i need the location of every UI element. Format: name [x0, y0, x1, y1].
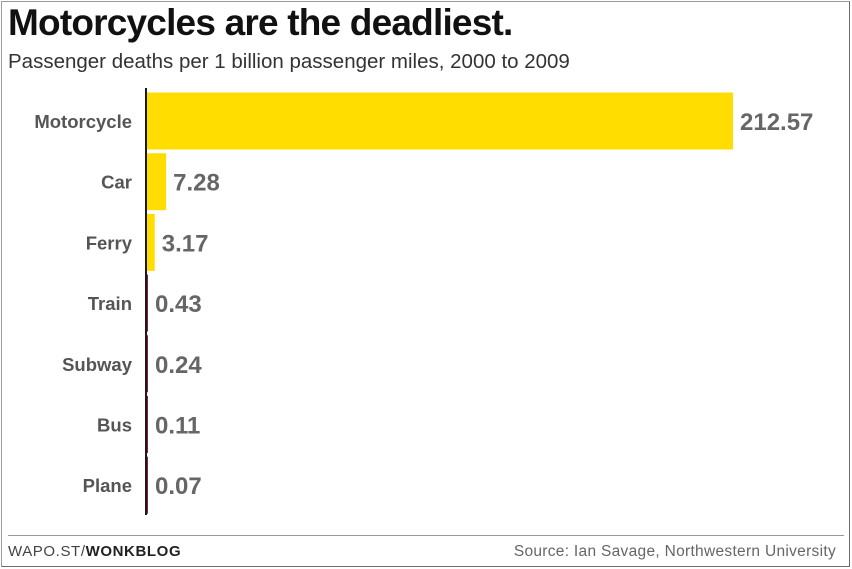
value-label-ferry: 3.17 — [162, 230, 209, 257]
category-label-subway: Subway — [62, 354, 133, 375]
bar-ferry — [146, 213, 155, 271]
value-label-plane: 0.07 — [155, 473, 202, 500]
value-label-motorcycle: 212.57 — [740, 109, 813, 136]
category-label-bus: Bus — [97, 415, 132, 436]
footer-brand-prefix: WAPO.ST/ — [8, 543, 86, 560]
value-labels: 212.57 7.28 3.17 0.43 0.24 0.11 0.07 — [155, 109, 813, 500]
value-label-car: 7.28 — [173, 170, 220, 197]
bar-car — [146, 153, 167, 211]
bar-chart: Motorcycle Car Ferry Train Subway Bus Plane 21… — [34, 88, 813, 515]
bars-group — [146, 92, 733, 514]
footer-divider — [8, 535, 844, 536]
bar-motorcycle — [146, 92, 733, 150]
category-labels: Motorcycle Car Ferry Train Subway Bus Plane — [34, 111, 132, 496]
footer-brand-name: WONKBLOG — [85, 543, 182, 560]
category-label-car: Car — [101, 172, 132, 193]
category-label-plane: Plane — [83, 475, 132, 496]
category-label-ferry: Ferry — [86, 232, 133, 253]
footer-source: Source: Ian Savage, Northwestern Univers… — [513, 543, 836, 560]
category-label-motorcycle: Motorcycle — [34, 111, 132, 132]
value-label-bus: 0.11 — [155, 413, 200, 440]
value-label-subway: 0.24 — [155, 352, 202, 379]
footer-brand: WAPO.ST/WONKBLOG — [8, 543, 181, 560]
chart-subtitle: Passenger deaths per 1 billion passenger… — [8, 50, 570, 73]
value-label-train: 0.43 — [155, 291, 202, 318]
chart-title: Motorcycles are the deadliest. — [8, 2, 513, 43]
category-label-train: Train — [88, 293, 132, 314]
